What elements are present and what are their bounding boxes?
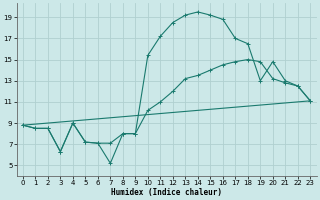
X-axis label: Humidex (Indice chaleur): Humidex (Indice chaleur) bbox=[111, 188, 222, 197]
